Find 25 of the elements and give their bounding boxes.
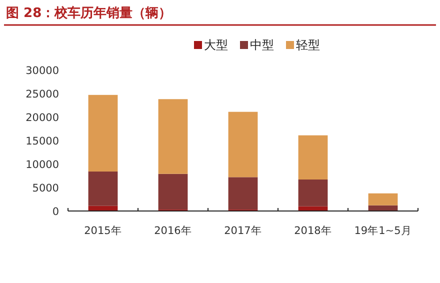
legend-label: 中型	[250, 38, 274, 52]
legend-label: 轻型	[296, 38, 320, 52]
bar	[88, 94, 118, 172]
bar	[228, 112, 258, 178]
y-tick-label: 5000	[32, 182, 59, 194]
y-tick-label: 30000	[26, 65, 59, 77]
y-tick-label: 10000	[26, 159, 59, 171]
x-tick-label: 2016年	[154, 225, 192, 237]
bar	[298, 180, 328, 206]
x-tick-label: 19年1~5月	[354, 225, 412, 237]
bar	[158, 99, 188, 174]
x-tick-label: 2015年	[84, 225, 122, 237]
bar	[368, 193, 398, 206]
y-tick-label: 20000	[26, 112, 59, 124]
y-tick-label: 15000	[26, 136, 59, 148]
y-tick-label: 25000	[26, 88, 59, 100]
bar	[88, 172, 118, 206]
y-tick-label: 0	[52, 206, 59, 218]
x-tick-label: 2017年	[224, 225, 262, 237]
bar	[298, 135, 328, 180]
chart-title: 图 28：校车历年销量（辆）	[6, 5, 172, 21]
x-tick-label: 2018年	[294, 225, 332, 237]
bar	[158, 174, 188, 210]
bar	[228, 177, 258, 210]
legend-label: 大型	[204, 38, 228, 52]
